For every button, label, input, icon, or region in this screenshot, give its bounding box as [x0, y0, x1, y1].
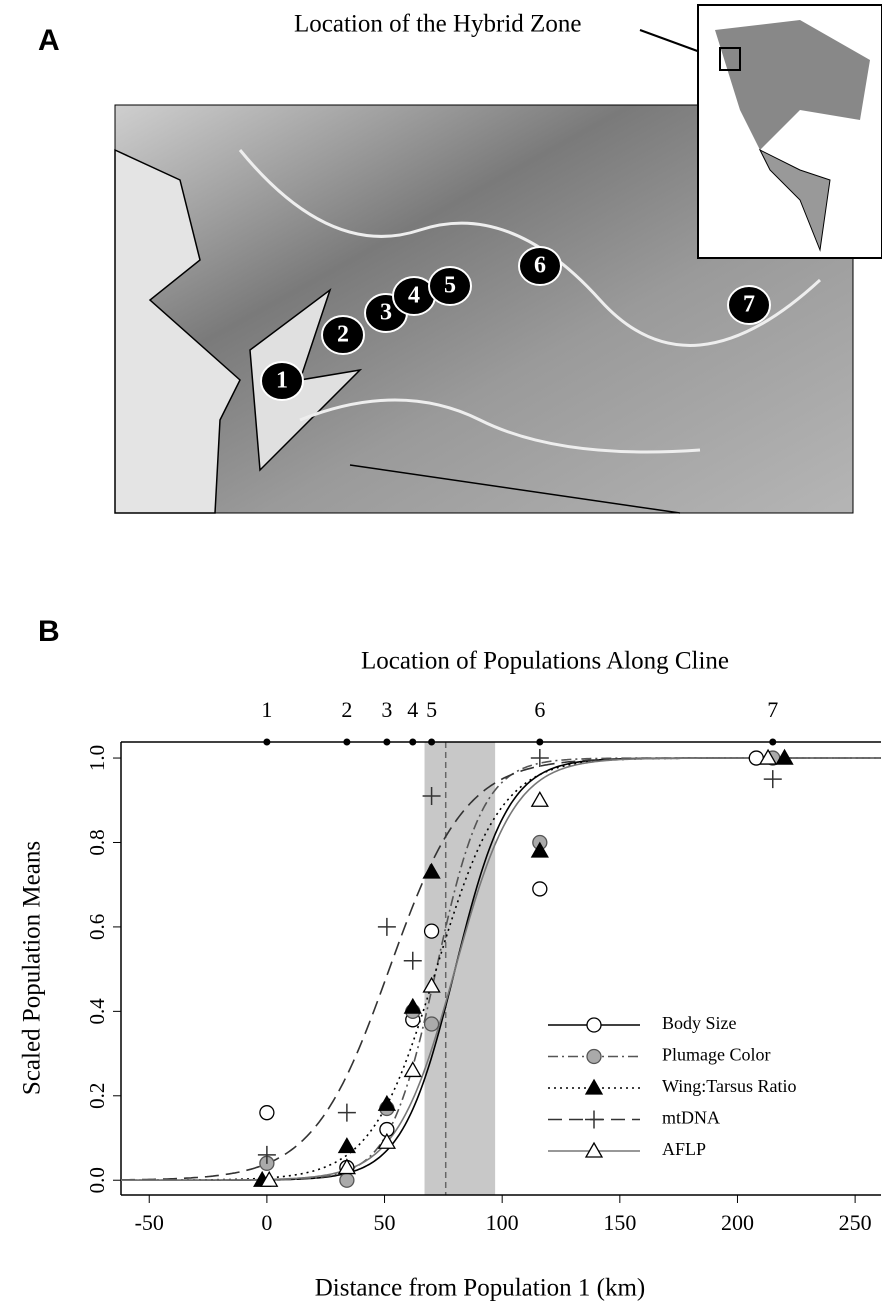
- point: [378, 918, 396, 936]
- legend-label: AFLP: [662, 1139, 706, 1159]
- population-dot: [383, 739, 390, 746]
- figure: A Location of the Hybrid Zone 1234567 B …: [0, 0, 882, 1308]
- population-dot: [409, 739, 416, 746]
- y-tick-label: 0.6: [85, 914, 109, 940]
- point: [405, 999, 421, 1013]
- x-tick-label: 0: [261, 1210, 272, 1235]
- y-tick-label: 0.4: [85, 998, 109, 1025]
- inset-title: Location of the Hybrid Zone: [294, 11, 581, 38]
- x-tick-label: 100: [486, 1210, 519, 1235]
- point: [586, 1143, 602, 1157]
- x-tick-label: 150: [603, 1210, 636, 1235]
- point: [379, 1096, 395, 1110]
- x-tick-label: 50: [374, 1210, 396, 1235]
- point: [587, 1050, 601, 1064]
- population-label: 2: [341, 697, 352, 722]
- population-dot: [263, 739, 270, 746]
- y-tick-label: 1.0: [85, 745, 109, 771]
- population-label: 4: [407, 697, 418, 722]
- point: [587, 1018, 601, 1032]
- legend-label: Body Size: [662, 1013, 737, 1033]
- population-dot: [536, 739, 543, 746]
- legend-label: Plumage Color: [662, 1045, 771, 1065]
- panel-label: B: [38, 615, 60, 648]
- point: [764, 770, 782, 788]
- x-tick-label: -50: [135, 1210, 164, 1235]
- point: [339, 1138, 355, 1152]
- y-axis-label: Scaled Population Means: [19, 841, 46, 1095]
- population-dot: [428, 739, 435, 746]
- point: [404, 952, 422, 970]
- population-label: 5: [426, 697, 437, 722]
- y-tick-label: 0.8: [85, 829, 109, 855]
- population-label: 1: [261, 697, 272, 722]
- cline-curve: [121, 758, 881, 1180]
- site-label: 3: [380, 300, 392, 326]
- center-interval: [425, 742, 496, 1195]
- x-tick-label: 200: [721, 1210, 754, 1235]
- x-axis-label: Distance from Population 1 (km): [315, 1275, 646, 1302]
- site-label: 4: [408, 283, 420, 309]
- site-label: 1: [276, 368, 288, 394]
- population-dot: [769, 739, 776, 746]
- point: [260, 1106, 274, 1120]
- population-dot: [343, 739, 350, 746]
- y-tick-label: 0.2: [85, 1083, 109, 1109]
- legend-label: Wing:Tarsus Ratio: [662, 1076, 797, 1096]
- page: A Location of the Hybrid Zone 1234567 B …: [0, 0, 882, 1308]
- point: [425, 924, 439, 938]
- legend-label: mtDNA: [662, 1108, 720, 1128]
- panel-label: A: [38, 24, 60, 57]
- chart-title: Location of Populations Along Cline: [361, 648, 729, 675]
- point: [586, 1080, 602, 1094]
- site-label: 5: [444, 273, 456, 299]
- x-tick-label: 250: [839, 1210, 872, 1235]
- population-label: 3: [381, 697, 392, 722]
- population-label: 6: [534, 697, 545, 722]
- site-label: 2: [337, 322, 349, 348]
- point: [585, 1111, 603, 1129]
- point: [338, 1104, 356, 1122]
- point: [533, 882, 547, 896]
- site-label: 6: [534, 253, 546, 279]
- population-label: 7: [767, 697, 778, 722]
- point: [425, 1017, 439, 1031]
- point: [405, 1062, 421, 1076]
- site-label: 7: [743, 292, 755, 318]
- y-tick-label: 0.0: [85, 1167, 109, 1193]
- point: [340, 1173, 354, 1187]
- point: [532, 792, 548, 806]
